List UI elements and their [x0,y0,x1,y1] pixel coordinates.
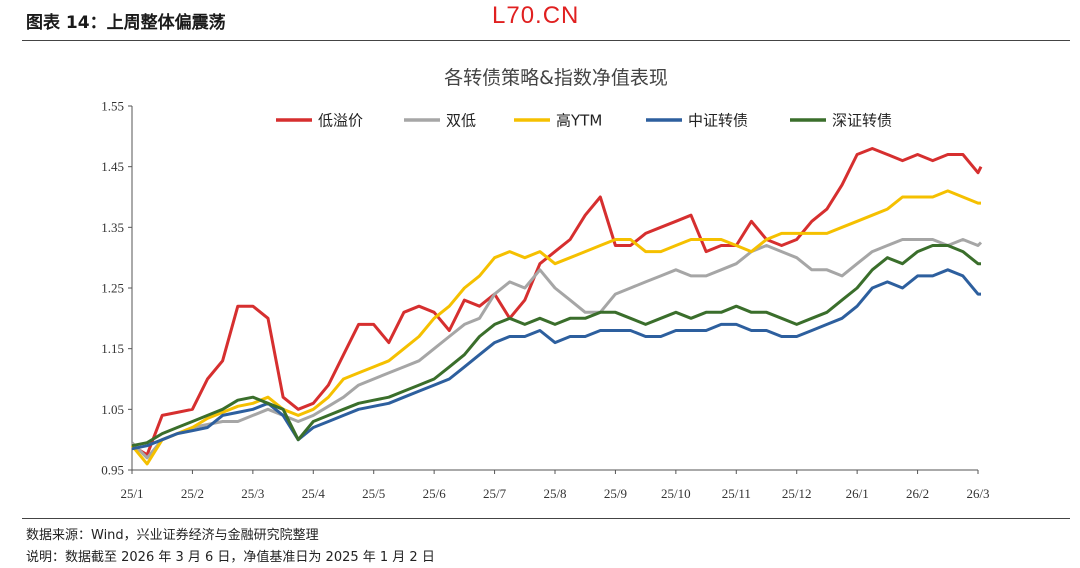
y-tick-label: 1.55 [101,99,124,114]
axes: 0.95 1.05 1.15 1.25 1.35 1.45 1.55 25/1 25/2 25/3… [101,99,989,502]
x-tick-label: 25/3 [241,486,264,501]
legend-label-2: 双低 [446,112,476,130]
x-tick-label: 25/9 [604,486,627,501]
x-tick-label: 25/11 [722,486,751,501]
legend-label-3: 高YTM [556,112,602,130]
legend: 低溢价 双低 高YTM 中证转债 深证转债 [276,112,892,130]
x-tick-label: 25/5 [362,486,385,501]
y-tick-label: 1.35 [101,220,124,235]
x-tick-label: 26/2 [906,486,929,501]
y-tick-label: 1.15 [101,341,124,356]
top-rule [22,40,1070,41]
x-tick-label: 25/12 [782,486,812,501]
series-line-1 [131,147,983,457]
date-note: 说明：数据截至 2026 年 3 月 6 日，净值基准日为 2025 年 1 月… [26,550,435,565]
line-chart: 各转债策略&指数净值表现 低溢价 双低 高YTM 中证转债 深证转债 0.95 1.05 1… [101,67,989,502]
x-tick-label: 26/1 [846,486,869,501]
x-tick-label: 25/10 [661,486,691,501]
legend-label-5: 深证转债 [832,112,892,130]
y-tick-label: 1.45 [101,159,124,174]
x-tick-label: 26/3 [966,486,989,501]
x-tick-label: 25/1 [120,486,143,501]
x-tick-label: 25/8 [543,486,566,501]
y-tick-label: 1.05 [101,402,124,417]
y-tick-label: 1.25 [101,281,124,296]
figure-title: 图表 14：上周整体偏震荡 [26,13,226,33]
series-line-5 [131,244,981,448]
chart-title: 各转债策略&指数净值表现 [444,67,668,89]
legend-label-1: 低溢价 [318,112,363,130]
source-note: 数据来源：Wind，兴业证券经济与金融研究院整理 [26,528,319,543]
series-line-2 [130,238,983,460]
series-group [130,147,983,466]
x-tick-label: 25/4 [302,486,326,501]
bottom-rule [22,518,1070,519]
x-tick-label: 25/7 [483,486,507,501]
y-tick-label: 0.95 [101,463,124,478]
x-tick-label: 25/2 [181,486,204,501]
series-line-3 [130,189,981,466]
series-line-4 [131,268,981,451]
watermark: L70.CN [492,2,580,29]
legend-label-4: 中证转债 [688,112,748,130]
x-tick-label: 25/6 [423,486,447,501]
